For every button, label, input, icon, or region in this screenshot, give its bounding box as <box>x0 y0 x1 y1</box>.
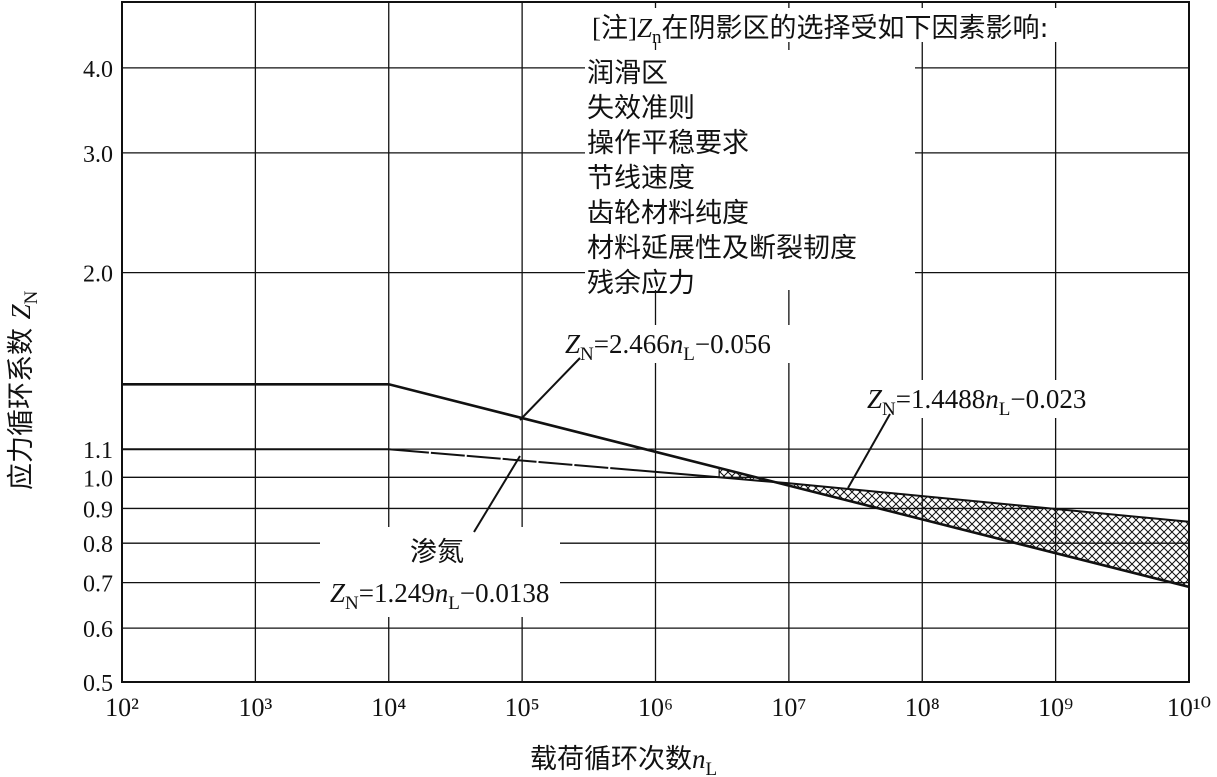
x-tick-label: 10² <box>105 693 139 722</box>
note-item: 齿轮材料纯度 <box>587 198 749 229</box>
series-group <box>122 383 1190 589</box>
x-tick-label: 10⁸ <box>905 693 940 722</box>
y-tick-label: 2.0 <box>83 262 113 288</box>
y-axis-label: 应力循环系数 ZN <box>6 290 42 490</box>
series-line-2 <box>122 448 1190 523</box>
equation-label-2: ZN=1.4488nL−0.023 <box>867 384 1086 420</box>
x-tick-label: 10⁴ <box>371 693 406 722</box>
eq2-background <box>865 380 1143 418</box>
note-item: 材料延展性及断裂韧度 <box>587 233 857 264</box>
note-item: 残余应力 <box>587 268 695 299</box>
nitriding-background <box>320 527 560 617</box>
note-item: 节线速度 <box>587 163 695 194</box>
equation-label-1: ZN=2.466nL−0.056 <box>565 329 771 365</box>
x-tick-label: 10¹⁰ <box>1167 693 1211 722</box>
y-tick-label: 3.0 <box>83 142 113 168</box>
y-tick-label: 0.7 <box>83 572 113 598</box>
y-tick-label: 4.0 <box>83 57 113 83</box>
tick-labels: 10² 10³ 10⁴ 10⁵ 10⁶ 10⁷ 10⁸ 10⁹ 10¹⁰ 0.5 0.6 0.7 0.8… <box>83 57 1211 722</box>
note-item: 操作平稳要求 <box>587 128 749 159</box>
x-tick-label: 10⁷ <box>771 693 806 722</box>
y-tick-label: 0.9 <box>83 497 113 523</box>
note-item: 润滑区 <box>587 58 668 89</box>
y-tick-label: 1.1 <box>83 438 113 464</box>
leader-line-3 <box>473 455 521 533</box>
note-item: 失效准则 <box>587 93 695 124</box>
x-tick-label: 10⁹ <box>1038 693 1073 722</box>
y-tick-label: 0.6 <box>83 617 113 643</box>
note-background <box>585 8 1160 42</box>
y-tick-label: 1.0 <box>83 466 113 492</box>
x-tick-label: 10⁶ <box>638 693 673 722</box>
y-tick-label: 0.5 <box>83 671 113 697</box>
leader-line-2 <box>847 413 891 489</box>
x-tick-label: 10⁵ <box>505 693 540 722</box>
eq1-background <box>562 325 824 363</box>
nitriding-label: 渗氮 <box>410 537 464 568</box>
leader-line-1 <box>519 357 581 421</box>
y-tick-label: 0.8 <box>83 532 113 558</box>
note-list-background <box>585 50 915 290</box>
equation-label-3: ZN=1.249nL−0.0138 <box>330 578 549 614</box>
series-line-1 <box>122 383 1190 589</box>
x-axis-label: 载荷循环次数nL <box>530 744 717 777</box>
note-heading: [注]Zn在阴影区的选择受如下因素影响: <box>592 13 1049 48</box>
x-tick-label: 10³ <box>238 693 272 722</box>
